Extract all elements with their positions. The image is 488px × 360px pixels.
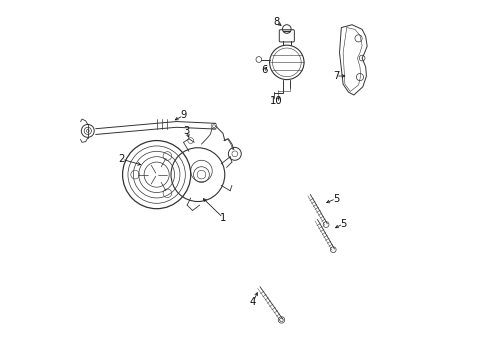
Text: 7: 7 <box>332 71 339 81</box>
Text: 9: 9 <box>180 111 186 121</box>
Text: 8: 8 <box>273 17 279 27</box>
Text: 4: 4 <box>249 297 256 307</box>
Text: 6: 6 <box>261 64 267 75</box>
Text: 10: 10 <box>269 96 282 106</box>
Text: 3: 3 <box>183 126 189 135</box>
Text: 5: 5 <box>339 219 346 229</box>
Text: 1: 1 <box>219 213 226 222</box>
Text: 2: 2 <box>119 154 125 164</box>
Text: 5: 5 <box>332 194 339 204</box>
